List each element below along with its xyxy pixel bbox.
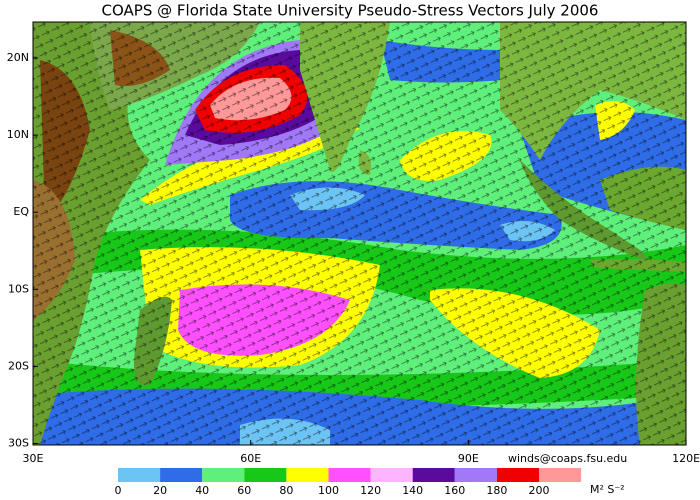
colorbar-tick-label: 160 (444, 484, 465, 497)
lon-label: 120E (672, 452, 700, 465)
colorbar-tick-label: 80 (279, 484, 293, 497)
colorbar-tick-label: 0 (115, 484, 122, 497)
map-frame (32, 21, 687, 446)
colorbar-tick-label: 60 (237, 484, 251, 497)
lat-label: 30S (8, 437, 29, 450)
colorbar-unit: M² S⁻² (590, 483, 625, 496)
colorbar-tick-label: 100 (318, 484, 339, 497)
title: COAPS @ Florida State University Pseudo-… (102, 2, 599, 20)
lat-label: EQ (13, 205, 29, 218)
colorbar-segment (370, 468, 413, 482)
colorbar-segment (454, 468, 497, 482)
lat-label: 20S (8, 359, 29, 372)
colorbar-segment (412, 468, 455, 482)
colorbar-tick-label: 120 (360, 484, 381, 497)
colorbar-tick-label: 180 (486, 484, 507, 497)
lon-label: 60E (240, 452, 261, 465)
colorbar-segment (244, 468, 287, 482)
lat-label: 10S (8, 282, 29, 295)
colorbar-segment (160, 468, 203, 482)
lat-label: 10N (7, 128, 29, 141)
lon-label: 30E (23, 452, 44, 465)
colorbar-tick-label: 40 (195, 484, 209, 497)
colorbar-segment (539, 468, 582, 482)
colorbar-segment (496, 468, 539, 482)
lat-label: 20N (7, 51, 29, 64)
colorbar-tick-label: 140 (402, 484, 423, 497)
colorbar-segment (202, 468, 245, 482)
colorbar-tick-label: 20 (153, 484, 167, 497)
colorbar-tick-label: 200 (529, 484, 550, 497)
credit: winds@coaps.fsu.edu (508, 452, 627, 465)
map (33, 22, 686, 445)
colorbar-segment (328, 468, 371, 482)
colorbar-segment (286, 468, 329, 482)
colorbar-segment (118, 468, 161, 482)
lon-label: 90E (458, 452, 479, 465)
